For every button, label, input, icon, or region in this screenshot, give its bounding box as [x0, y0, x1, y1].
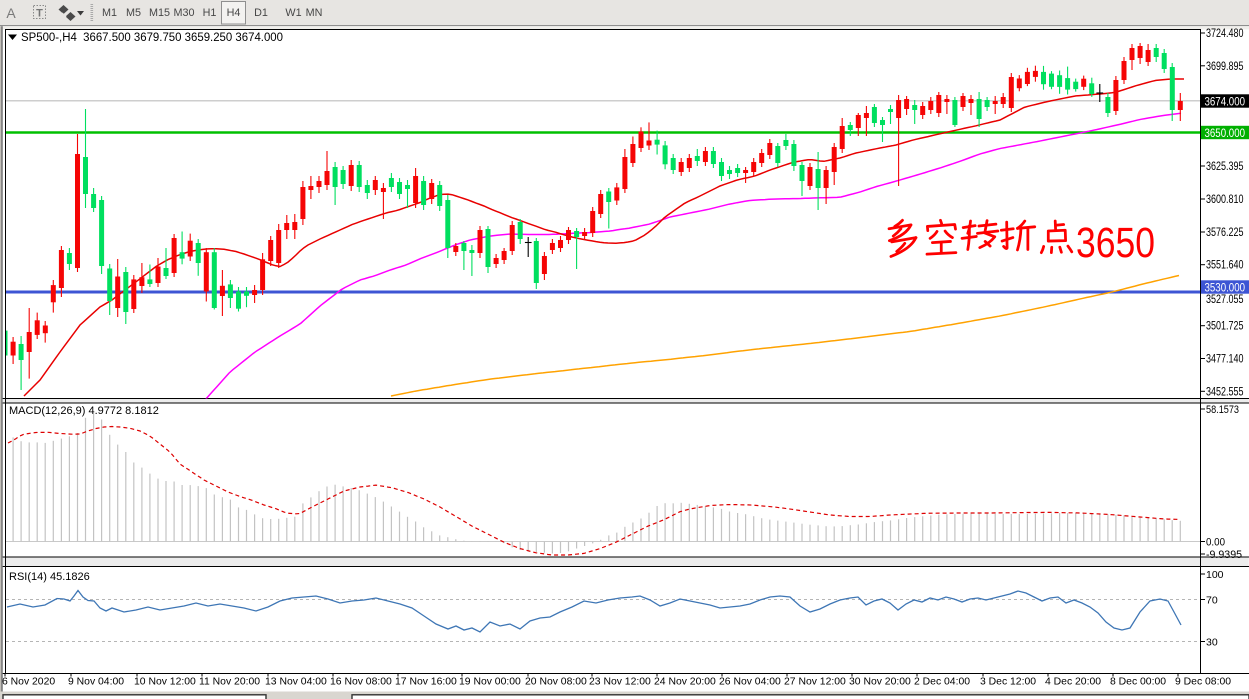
svg-text:3 Dec 12:00: 3 Dec 12:00	[980, 677, 1036, 688]
svg-text:9 Dec 08:00: 9 Dec 08:00	[1175, 677, 1231, 688]
svg-text:3551.640: 3551.640	[1206, 260, 1244, 272]
svg-text:M1: M1	[102, 7, 117, 19]
svg-text:H4: H4	[227, 7, 241, 19]
svg-text:3699.895: 3699.895	[1206, 61, 1244, 73]
svg-text:MACD(12,26,9) 4.9772 8.1812: MACD(12,26,9) 4.9772 8.1812	[9, 405, 159, 417]
svg-text:70: 70	[1206, 595, 1218, 607]
svg-text:3674.000: 3674.000	[1205, 96, 1246, 108]
svg-text:H1: H1	[203, 7, 217, 19]
svg-text:17 Nov 16:00: 17 Nov 16:00	[395, 677, 457, 688]
svg-text:8 Dec 00:00: 8 Dec 00:00	[1110, 677, 1166, 688]
svg-text:100: 100	[1206, 569, 1224, 581]
svg-text:W1: W1	[285, 7, 301, 19]
svg-text:4 Dec 20:00: 4 Dec 20:00	[1045, 677, 1101, 688]
svg-text:M5: M5	[126, 7, 141, 19]
svg-text:9 Nov 04:00: 9 Nov 04:00	[68, 677, 124, 688]
svg-text:RSI(14) 45.1826: RSI(14) 45.1826	[9, 571, 90, 583]
svg-text:3600.810: 3600.810	[1206, 194, 1244, 206]
svg-text:11 Nov 20:00: 11 Nov 20:00	[199, 677, 260, 688]
svg-text:SP500-,H4 3667.500 3679.750 3: SP500-,H4 3667.500 3679.750 3659.250 367…	[21, 32, 283, 44]
svg-text:M30: M30	[173, 7, 194, 19]
svg-text:D1: D1	[254, 7, 268, 19]
svg-text:3527.055: 3527.055	[1206, 294, 1244, 306]
svg-text:3724.480: 3724.480	[1206, 28, 1244, 40]
svg-text:20 Nov 08:00: 20 Nov 08:00	[525, 677, 587, 688]
svg-text:16 Nov 08:00: 16 Nov 08:00	[330, 677, 392, 688]
svg-text:13 Nov 04:00: 13 Nov 04:00	[265, 677, 327, 688]
svg-text:10 Nov 12:00: 10 Nov 12:00	[134, 677, 196, 688]
svg-text:3650: 3650	[1076, 220, 1155, 267]
svg-text:58.1573: 58.1573	[1206, 404, 1239, 416]
svg-text:-9.9395: -9.9395	[1206, 549, 1242, 561]
svg-text:19 Nov 00:00: 19 Nov 00:00	[459, 677, 521, 688]
svg-text:3625.395: 3625.395	[1206, 161, 1244, 173]
svg-text:3530.000: 3530.000	[1205, 282, 1246, 294]
svg-text:3576.225: 3576.225	[1206, 227, 1244, 239]
svg-text:30: 30	[1206, 637, 1218, 649]
svg-text:MN: MN	[306, 7, 323, 19]
svg-text:T: T	[36, 8, 43, 20]
svg-text:6 Nov 2020: 6 Nov 2020	[2, 677, 55, 688]
svg-text:23 Nov 12:00: 23 Nov 12:00	[589, 677, 651, 688]
svg-text:3477.140: 3477.140	[1206, 354, 1244, 366]
svg-text:26 Nov 04:00: 26 Nov 04:00	[719, 677, 781, 688]
svg-text:A: A	[6, 5, 16, 21]
svg-text:30 Nov 20:00: 30 Nov 20:00	[849, 677, 911, 688]
svg-text:0.00: 0.00	[1206, 537, 1225, 549]
svg-text:2 Dec 04:00: 2 Dec 04:00	[914, 677, 970, 688]
svg-text:24 Nov 20:00: 24 Nov 20:00	[654, 677, 716, 688]
svg-text:3650.000: 3650.000	[1205, 128, 1246, 140]
svg-text:27 Nov 12:00: 27 Nov 12:00	[784, 677, 846, 688]
svg-text:3452.555: 3452.555	[1206, 386, 1244, 398]
svg-text:3501.725: 3501.725	[1206, 321, 1244, 333]
svg-text:M15: M15	[149, 7, 170, 19]
